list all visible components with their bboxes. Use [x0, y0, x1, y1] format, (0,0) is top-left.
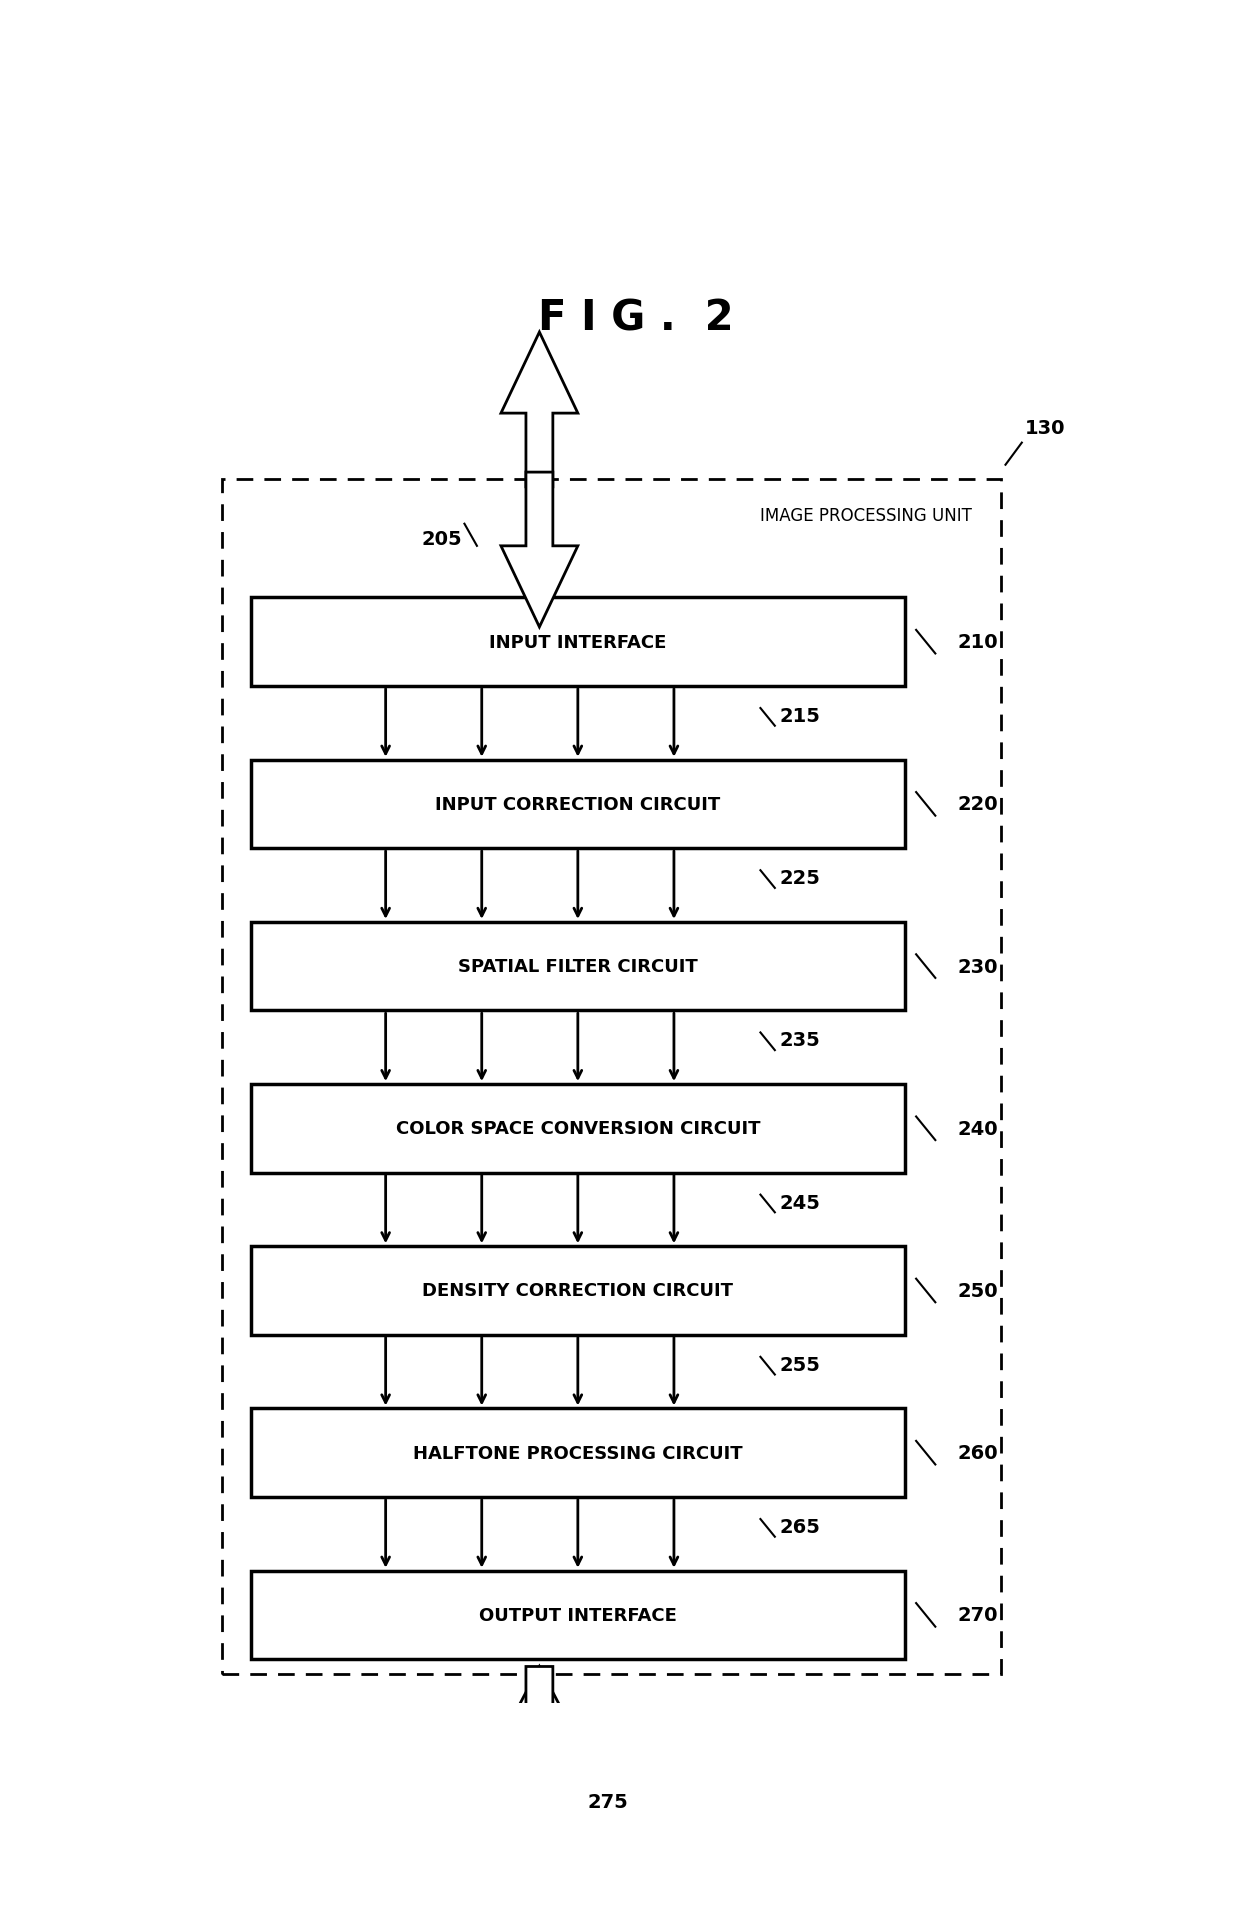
Text: HALFTONE PROCESSING CIRCUIT: HALFTONE PROCESSING CIRCUIT [413, 1443, 743, 1462]
Text: 270: 270 [957, 1606, 998, 1625]
Text: 275: 275 [588, 1792, 629, 1811]
Text: 210: 210 [957, 634, 998, 653]
Text: OUTPUT INTERFACE: OUTPUT INTERFACE [479, 1606, 677, 1623]
Text: 260: 260 [957, 1443, 998, 1462]
Text: COLOR SPACE CONVERSION CIRCUIT: COLOR SPACE CONVERSION CIRCUIT [396, 1120, 760, 1137]
Text: SPATIAL FILTER CIRCUIT: SPATIAL FILTER CIRCUIT [458, 957, 698, 976]
Text: 225: 225 [780, 869, 821, 888]
Bar [250, 597, 905, 687]
Text: 235: 235 [780, 1032, 821, 1049]
Bar [250, 1246, 905, 1336]
Text: 205: 205 [422, 530, 463, 549]
Bar [250, 1409, 905, 1497]
Text: F I G .  2: F I G . 2 [538, 297, 733, 339]
Text: 265: 265 [780, 1518, 821, 1537]
Text: 245: 245 [780, 1192, 821, 1212]
Bar [222, 480, 1001, 1675]
Text: 255: 255 [780, 1355, 821, 1374]
Text: INPUT CORRECTION CIRCUIT: INPUT CORRECTION CIRCUIT [435, 796, 720, 813]
Text: DENSITY CORRECTION CIRCUIT: DENSITY CORRECTION CIRCUIT [423, 1282, 733, 1300]
Bar [250, 1571, 905, 1659]
Text: 220: 220 [957, 794, 998, 813]
Polygon shape [501, 473, 578, 628]
Text: 130: 130 [1024, 419, 1065, 438]
Text: IMAGE PROCESSING UNIT: IMAGE PROCESSING UNIT [760, 507, 972, 524]
Text: 215: 215 [780, 706, 821, 725]
Text: 250: 250 [957, 1280, 998, 1300]
Bar [250, 1085, 905, 1173]
Text: 230: 230 [957, 957, 998, 976]
Bar [250, 923, 905, 1011]
Text: 240: 240 [957, 1120, 998, 1139]
Bar [250, 760, 905, 848]
Polygon shape [501, 1667, 578, 1784]
Polygon shape [501, 1667, 578, 1784]
Polygon shape [501, 333, 578, 488]
Text: INPUT INTERFACE: INPUT INTERFACE [489, 634, 667, 651]
